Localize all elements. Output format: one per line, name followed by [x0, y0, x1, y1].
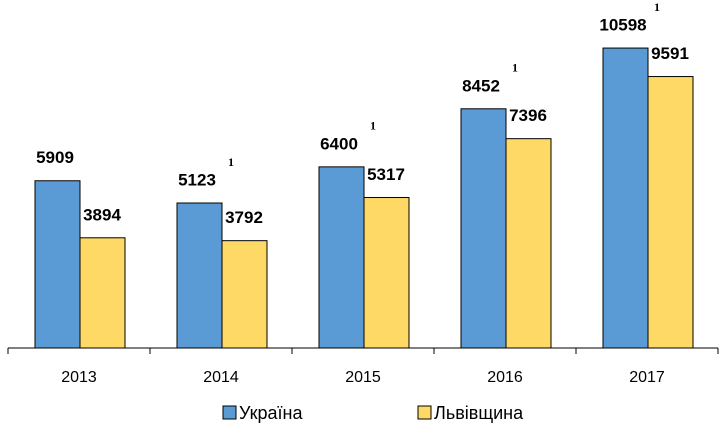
- data-label: 5317: [367, 165, 405, 184]
- legend-label: Львівщина: [434, 403, 524, 423]
- data-label: 3894: [83, 205, 121, 224]
- bar: [602, 47, 649, 349]
- data-label: 7396: [509, 106, 547, 125]
- bar: [318, 166, 365, 349]
- bar: [363, 197, 410, 349]
- bar: [505, 138, 552, 349]
- data-label: 5909: [36, 148, 74, 167]
- data-label: 5123: [178, 170, 216, 189]
- bar: [79, 237, 126, 349]
- footnote-mark: 1: [228, 155, 234, 169]
- footnote-mark: 1: [654, 0, 660, 14]
- legend-swatch: [222, 405, 237, 420]
- x-tick-label: 2015: [345, 369, 381, 386]
- data-label: 9591: [651, 44, 689, 63]
- bar: [221, 240, 268, 349]
- x-tick-label: 2013: [61, 369, 97, 386]
- data-label: 3792: [225, 208, 263, 227]
- footnote-mark: 1: [512, 61, 518, 75]
- data-label: 6400: [320, 134, 358, 153]
- footnote-mark: 1: [370, 119, 376, 133]
- bar: [460, 108, 507, 349]
- x-tick-label: 2017: [629, 369, 665, 386]
- data-label: 8452: [462, 76, 500, 95]
- bar: [34, 180, 81, 349]
- legend-label: Україна: [239, 403, 303, 423]
- x-tick-label: 2016: [487, 369, 523, 386]
- bar: [647, 76, 694, 349]
- data-label: 10598: [599, 16, 646, 35]
- legend-swatch: [417, 405, 432, 420]
- x-tick-label: 2014: [203, 369, 239, 386]
- bar: [176, 202, 223, 349]
